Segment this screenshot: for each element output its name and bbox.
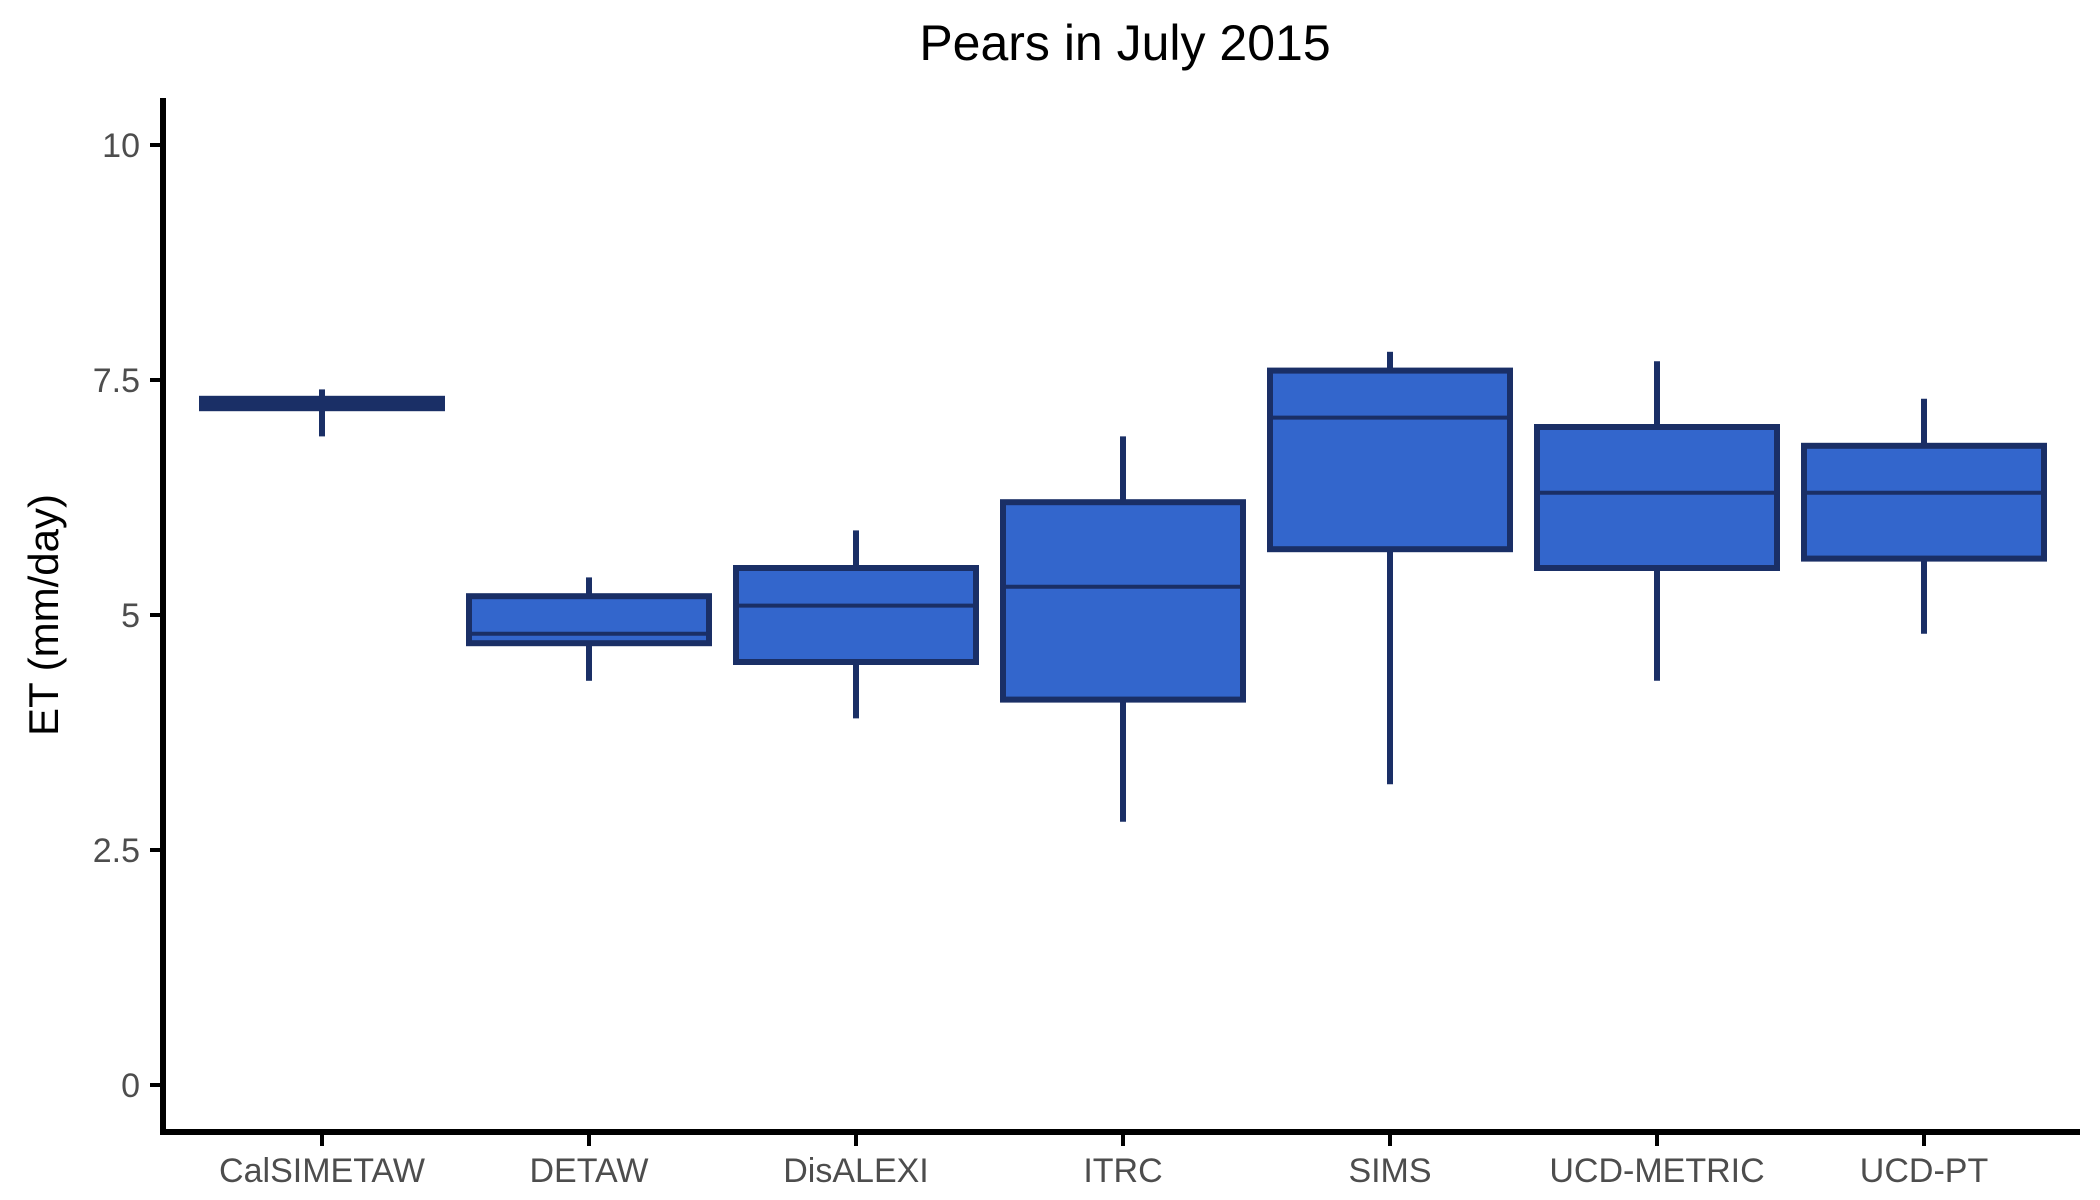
box-group-calsimetaw: [199, 389, 445, 437]
box: [1534, 424, 1780, 571]
x-tick-label: SIMS: [1348, 1152, 1431, 1190]
y-tick-label: 0: [121, 1067, 140, 1105]
x-tick-label: DisALEXI: [783, 1152, 929, 1190]
box-group-ucd-pt: [1801, 398, 2047, 634]
x-tick-label: CalSIMETAW: [219, 1152, 425, 1190]
y-tick-label: 10: [102, 127, 140, 165]
x-tick-label: DETAW: [530, 1152, 649, 1190]
chart-title: Pears in July 2015: [919, 15, 1330, 71]
plot-area: [199, 351, 2047, 822]
box-group-itrc: [1000, 436, 1246, 822]
y-tick-label: 5: [121, 597, 140, 635]
box: [466, 593, 712, 647]
x-tick-label: UCD-METRIC: [1549, 1152, 1764, 1190]
box: [1267, 367, 1513, 553]
x-tick-label: UCD-PT: [1860, 1152, 1988, 1190]
x-tick-label: ITRC: [1083, 1152, 1162, 1190]
box-group-ucd-metric: [1534, 361, 1780, 681]
box: [1000, 499, 1246, 703]
box-group-detaw: [466, 577, 712, 681]
box: [733, 565, 979, 665]
y-tick-label: 7.5: [93, 362, 140, 400]
box-group-sims: [1267, 351, 1513, 785]
box: [1801, 442, 2047, 562]
y-axis-label: ET (mm/day): [20, 494, 67, 736]
box-group-disalexi: [733, 530, 979, 719]
y-tick-label: 2.5: [93, 832, 140, 870]
